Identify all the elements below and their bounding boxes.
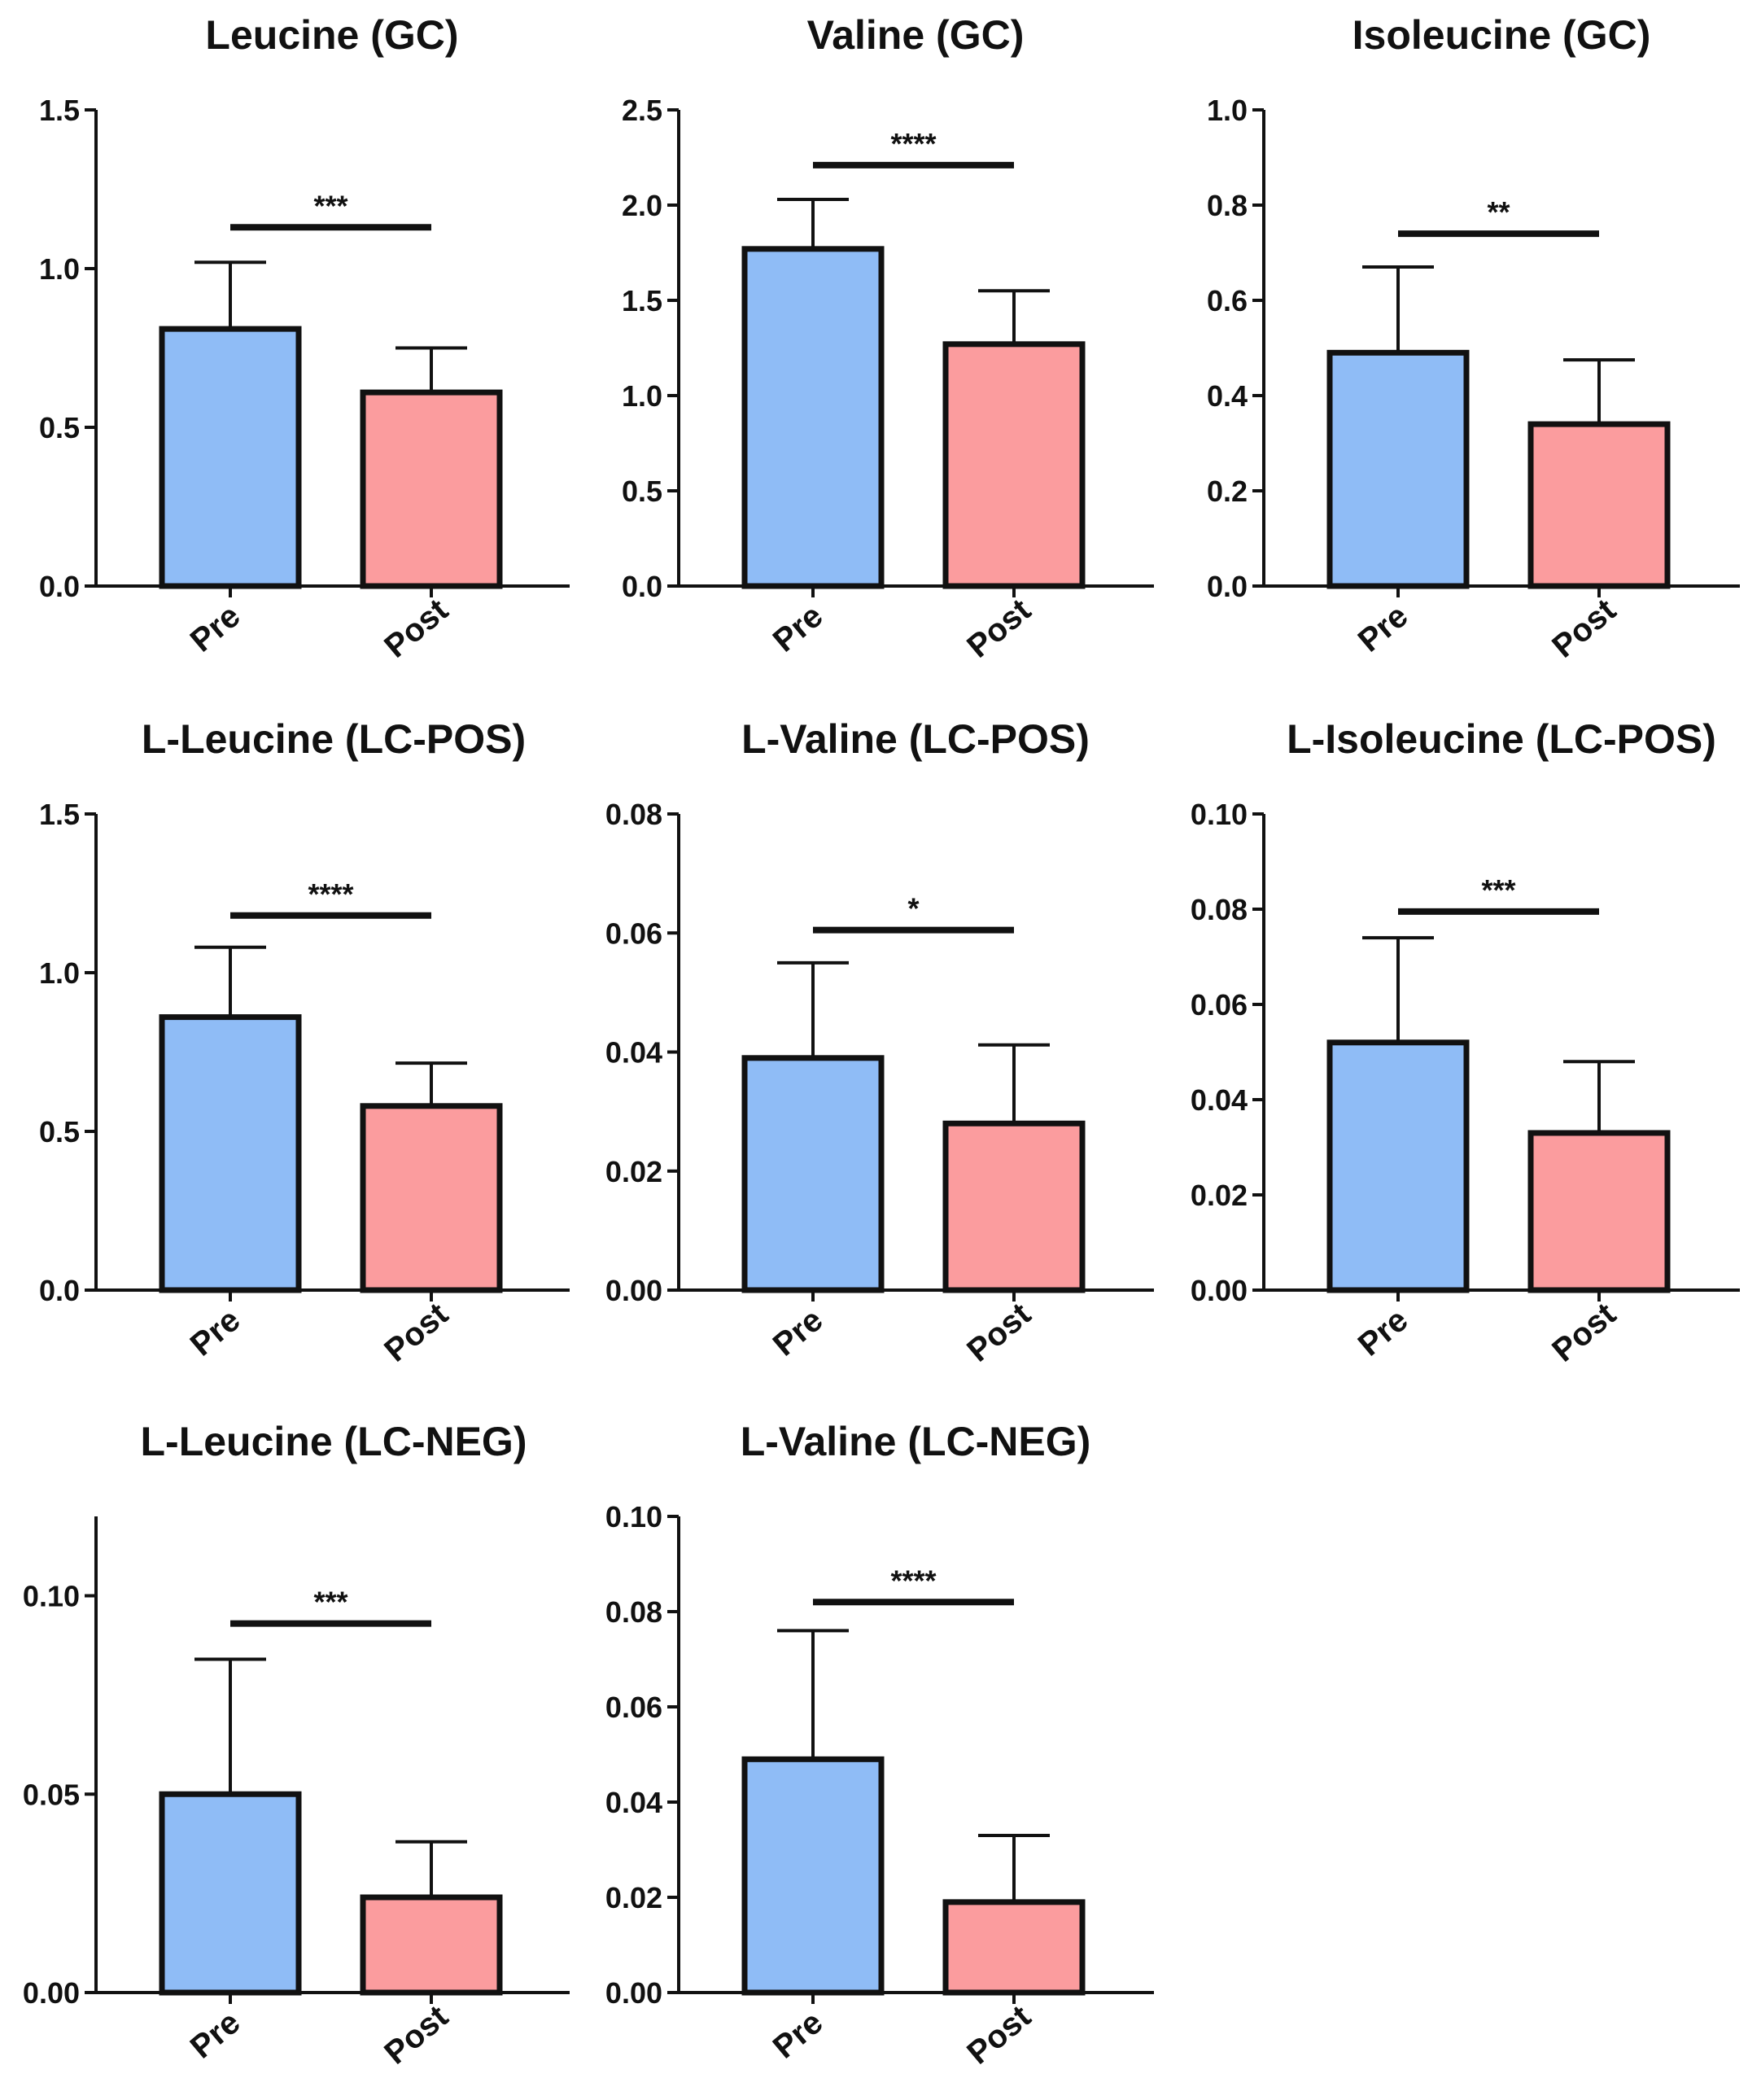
y-tick-label: 0.0 [39,1274,80,1307]
y-tick-label: 0.4 [1207,379,1248,413]
bar-post [942,1899,1086,1996]
category-label: Post [378,1998,455,2071]
category-label: Pre [767,1302,830,1363]
y-tick-label: 0.0 [622,570,662,603]
bar-post [360,1103,503,1293]
category-label: Pre [184,2004,247,2065]
y-tick-label: 0.04 [605,1036,662,1070]
significance-label: *** [1481,873,1515,907]
y-tick-label: 0.10 [1191,798,1248,831]
category-label: Post [960,592,1038,664]
bar-pre [159,326,302,589]
chart-panel: Isoleucine (GC) 0.0 0.2 0.4 0.6 0.8 1.0 Pre Post… [1207,12,1740,665]
category-label: Post [960,1296,1038,1368]
chart-title: L-Leucine (LC-NEG) [141,1419,527,1464]
chart-panel: L-Leucine (LC-NEG) 0.00 0.05 0.10 Pre Post *** [23,1419,570,2072]
bar-post [1527,421,1671,589]
significance-label: * [907,892,919,925]
y-tick-label: 1.5 [622,284,662,317]
bar-pre [741,1756,885,1996]
chart-panel: L-Isoleucine (LC-POS) 0.00 0.02 0.04 0.06 0.0… [1191,716,1740,1369]
y-tick-label: 0.6 [1207,284,1248,317]
chart-panel: Valine (GC) 0.0 0.5 1.0 1.5 2.0 2.5 Pre Post **** [622,12,1154,665]
chart-title: Valine (GC) [807,12,1025,58]
y-tick-label: 0.02 [605,1881,662,1914]
y-tick-label: 0.04 [605,1786,662,1819]
y-tick-label: 0.10 [605,1500,662,1533]
y-tick-label: 0.00 [1191,1274,1248,1307]
bar-pre [741,1055,885,1293]
y-tick-label: 1.5 [39,94,80,127]
y-tick-label: 0.05 [23,1778,80,1811]
category-label: Pre [767,2004,830,2065]
bar-pre [741,246,885,589]
y-tick-label: 1.5 [39,798,80,831]
bar-post [360,389,503,589]
y-tick-label: 0.8 [1207,189,1248,222]
bar-pre [159,1791,302,1996]
significance-label: *** [313,1586,347,1619]
category-label: Post [1545,1296,1623,1368]
category-label: Pre [1352,1302,1415,1363]
chart-title: L-Isoleucine (LC-POS) [1287,716,1716,762]
bar-pre [1326,349,1470,589]
significance-label: ** [1487,195,1510,229]
y-tick-label: 2.0 [622,189,662,222]
y-tick-label: 0.02 [1191,1179,1248,1212]
y-tick-label: 0.06 [1191,988,1248,1022]
bar-post [360,1894,503,1996]
y-tick-label: 0.02 [605,1155,662,1188]
y-tick-label: 0.5 [39,411,80,444]
chart-panel: L-Valine (LC-POS) 0.00 0.02 0.04 0.06 0.08 Pre… [605,716,1154,1369]
category-label: Post [960,1998,1038,2071]
chart-title: Leucine (GC) [205,12,458,58]
y-tick-label: 1.0 [1207,94,1248,127]
significance-label: **** [890,1564,936,1597]
y-tick-label: 1.0 [39,252,80,286]
y-tick-label: 0.06 [605,917,662,950]
y-tick-label: 0.00 [605,1976,662,2010]
y-tick-label: 0.10 [23,1580,80,1613]
category-label: Pre [767,597,830,658]
y-tick-label: 0.00 [23,1976,80,2010]
chart-title: L-Leucine (LC-POS) [142,716,526,762]
y-tick-label: 0.0 [1207,570,1248,603]
y-tick-label: 0.5 [622,475,662,508]
chart-title: L-Valine (LC-NEG) [741,1419,1091,1464]
y-tick-label: 0.00 [605,1274,662,1307]
chart-panel: L-Valine (LC-NEG) 0.00 0.02 0.04 0.06 0.08 0.1… [605,1419,1154,2072]
y-tick-label: 0.08 [1191,893,1248,926]
y-tick-label: 0.0 [39,570,80,603]
significance-label: **** [308,877,353,911]
y-tick-label: 0.04 [1191,1083,1248,1117]
bar-pre [1326,1039,1470,1293]
category-label: Post [1545,592,1623,664]
y-tick-label: 0.08 [605,798,662,831]
y-tick-label: 0.06 [605,1691,662,1724]
category-label: Pre [184,1302,247,1363]
y-tick-label: 0.08 [605,1595,662,1629]
y-tick-label: 0.2 [1207,475,1248,508]
y-tick-label: 1.0 [622,379,662,413]
category-label: Pre [1352,597,1415,658]
chart-title: L-Valine (LC-POS) [741,716,1090,762]
significance-label: **** [890,127,936,160]
category-label: Post [378,592,455,664]
y-tick-label: 1.0 [39,956,80,990]
bar-post [1527,1130,1671,1293]
bar-post [942,1120,1086,1293]
chart-panel: L-Leucine (LC-POS) 0.0 0.5 1.0 1.5 Pre Post ***… [39,716,570,1369]
chart-title: Isoleucine (GC) [1353,12,1651,58]
chart-panel: Leucine (GC) 0.0 0.5 1.0 1.5 Pre Post *** [39,12,570,665]
bar-post [942,341,1086,589]
category-label: Post [378,1296,455,1368]
y-tick-label: 2.5 [622,94,662,127]
category-label: Pre [184,597,247,658]
bar-pre [159,1014,302,1293]
significance-label: *** [313,189,347,222]
y-tick-label: 0.5 [39,1115,80,1148]
